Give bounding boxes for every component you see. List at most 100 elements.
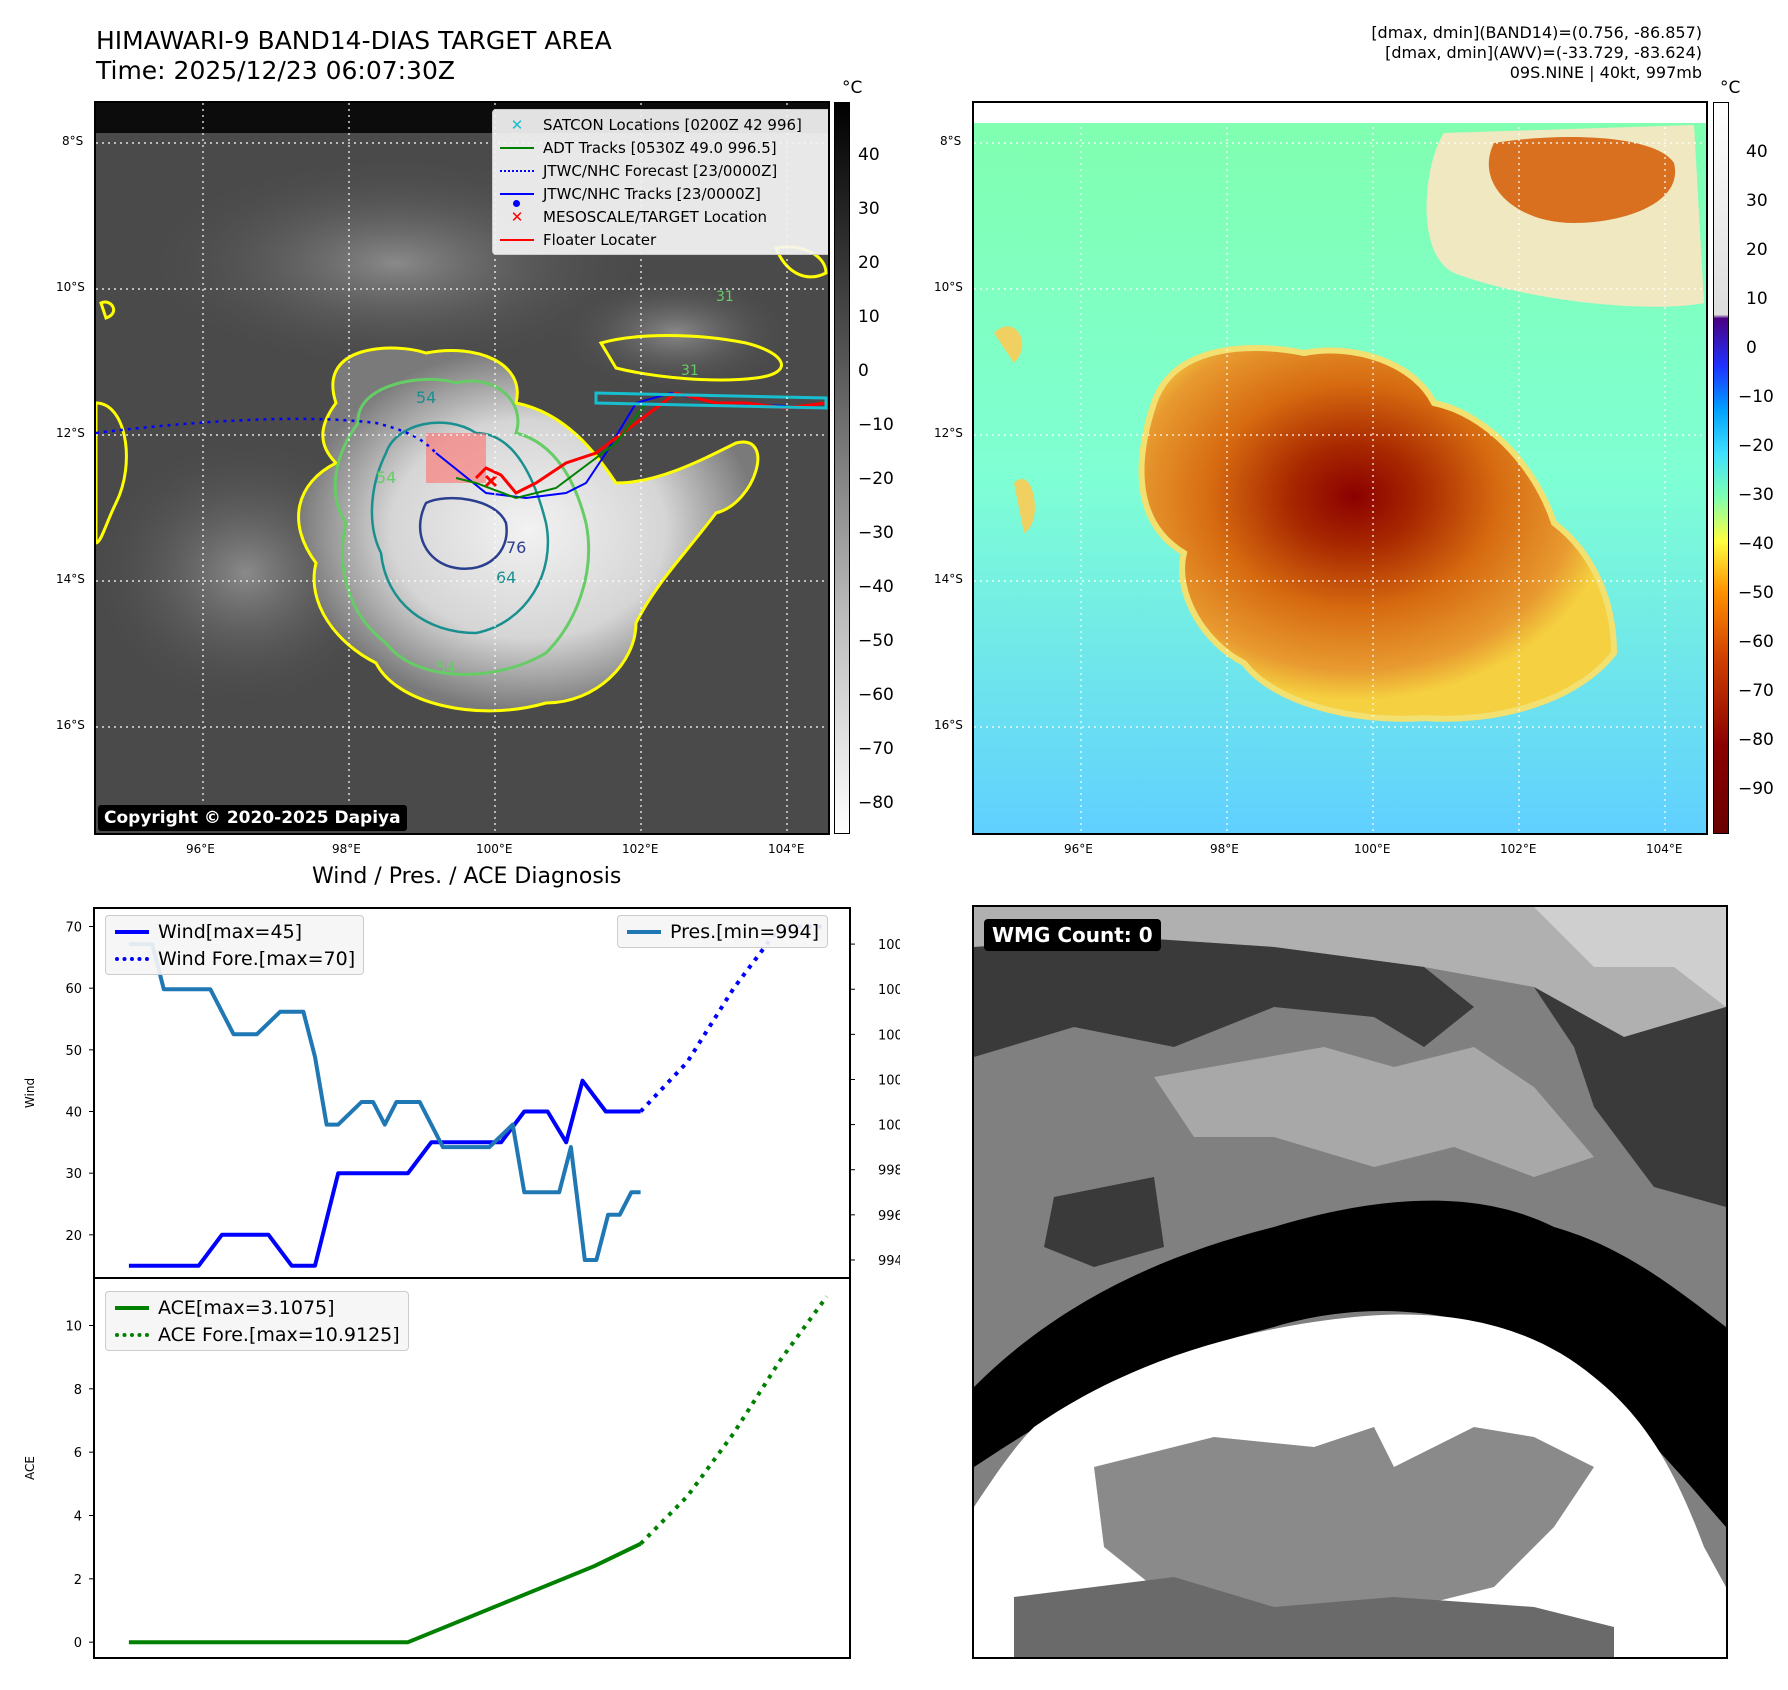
y-axis-label: ACE (23, 1456, 37, 1480)
legend-adt-label: ADT Tracks [0530Z 49.0 996.5] (543, 138, 777, 157)
gray-tick: 40 (858, 145, 880, 165)
color-tick: 10 (1746, 289, 1768, 309)
figure-title-line2: Time: 2025/12/23 06:07:30Z (96, 56, 455, 85)
lat-label: 8°S (62, 134, 84, 148)
gray-tick: −10 (858, 415, 894, 435)
dotted-line-icon (114, 956, 150, 961)
wind-legend: Wind[max=45] Wind Fore.[max=70] (105, 915, 365, 975)
map-legend: ✕ SATCON Locations [0200Z 42 996] ADT Tr… (492, 109, 828, 255)
y-tick-label: 40 (65, 1106, 82, 1121)
wmg-svg (974, 907, 1726, 1657)
lat-label: 8°S (940, 134, 962, 148)
line-icon (114, 929, 150, 934)
line-icon (499, 238, 535, 241)
enhanced-map-svg (974, 103, 1706, 833)
contour-label-7: 31 (716, 289, 734, 305)
legend-target-label: MESOSCALE/TARGET Location (543, 207, 768, 226)
satcon-locations (594, 391, 828, 410)
lon-label: 98°E (332, 842, 361, 856)
gray-tick: −80 (858, 793, 894, 813)
wmg-count-label: WMG Count: 0 (984, 919, 1161, 951)
legend-wind: Wind[max=45] (114, 918, 355, 945)
y2-tick-label: 1006 (878, 983, 900, 998)
legend-satcon: ✕ SATCON Locations [0200Z 42 996] (499, 113, 825, 136)
y-tick-label: 60 (65, 982, 82, 997)
lon-label: 104°E (768, 842, 805, 856)
lon-label: 100°E (476, 842, 513, 856)
lon-label: 100°E (1354, 842, 1391, 856)
legend-jtwc-forecast-label: JTWC/NHC Forecast [23/0000Z] (543, 161, 778, 180)
diagnosis-title: Wind / Pres. / ACE Diagnosis (312, 864, 622, 889)
ace-legend: ACE[max=3.1075] ACE Fore.[max=10.9125] (105, 1291, 409, 1351)
color-colorbar-unit: °C (1720, 78, 1741, 98)
legend-wind-fore: Wind Fore.[max=70] (114, 945, 355, 972)
color-tick: 40 (1746, 142, 1768, 162)
y-tick-label: 4 (74, 1510, 82, 1525)
target-marker (484, 474, 498, 488)
lon-label: 102°E (1500, 842, 1537, 856)
legend-floater: Floater Locater (499, 228, 825, 251)
line-icon (114, 1305, 150, 1310)
gray-tick: 0 (858, 361, 869, 381)
gray-tick: 30 (858, 199, 880, 219)
legend-jtwc-tracks-label: JTWC/NHC Tracks [23/0000Z] (543, 184, 761, 203)
lon-label: 98°E (1210, 842, 1239, 856)
gray-tick: −40 (858, 577, 894, 597)
contour-label-4: 76 (506, 538, 526, 557)
series-line-1 (639, 924, 827, 1113)
lat-label: 16°S (934, 718, 963, 732)
floater-line (474, 391, 827, 495)
lat-label: 12°S (56, 426, 85, 440)
legend-target: ✕ MESOSCALE/TARGET Location (499, 205, 825, 228)
gray-tick: −20 (858, 469, 894, 489)
y2-tick-label: 1008 (878, 938, 900, 953)
ir-map-svg: 54 54 64 76 54 31 31 (96, 103, 828, 833)
color-tick: 30 (1746, 191, 1768, 211)
legend-ace-fore: ACE Fore.[max=10.9125] (114, 1321, 400, 1348)
legend-pres-label: Pres.[min=994] (670, 920, 819, 943)
line-dot-icon (499, 192, 535, 207)
legend-floater-label: Floater Locater (543, 230, 657, 249)
series-line-0 (128, 1078, 641, 1268)
line-icon (499, 146, 535, 149)
lat-label: 16°S (56, 718, 85, 732)
y-tick-label: 2 (74, 1573, 82, 1588)
lat-label: 14°S (934, 572, 963, 586)
gray-tick: −30 (858, 523, 894, 543)
enhanced-map-panel (972, 101, 1708, 835)
plot-frame (93, 1277, 851, 1659)
legend-jtwc-tracks: JTWC/NHC Tracks [23/0000Z] (499, 182, 825, 207)
gray-colorbar-unit: °C (842, 78, 863, 98)
y-tick-label: 30 (65, 1167, 82, 1182)
ir-map-panel: 54 54 64 76 54 31 31 ✕ SATCON Locations … (94, 101, 830, 835)
y-tick-label: 6 (74, 1446, 82, 1461)
info-line1: [dmax, dmin](BAND14)=(0.756, -86.857) (1371, 23, 1702, 42)
info-line3: 09S.NINE | 40kt, 997mb (1509, 63, 1702, 82)
y-tick-label: 70 (65, 921, 82, 936)
lat-label: 14°S (56, 572, 85, 586)
lat-label: 10°S (56, 280, 85, 294)
y-axis-label: Wind (23, 1078, 37, 1108)
color-tick: −40 (1738, 534, 1774, 554)
legend-wind-fore-label: Wind Fore.[max=70] (158, 947, 356, 970)
lon-label: 96°E (186, 842, 215, 856)
gray-tick: −60 (858, 685, 894, 705)
gray-colorbar (834, 102, 850, 834)
map-gridlines (974, 103, 1706, 833)
color-tick: 20 (1746, 240, 1768, 260)
contour-label-2: 54 (376, 468, 396, 487)
gray-tick: −70 (858, 739, 894, 759)
y2-tick-label: 1002 (878, 1073, 900, 1088)
lat-label: 10°S (934, 280, 963, 294)
lon-label: 102°E (622, 842, 659, 856)
info-line2: [dmax, dmin](AWV)=(-33.729, -83.624) (1385, 43, 1702, 62)
lat-label: 12°S (934, 426, 963, 440)
series-line-0 (128, 1541, 642, 1645)
jtwc-forecast-line (96, 417, 437, 454)
y-tick-label: 0 (74, 1636, 82, 1651)
y-tick-label: 20 (65, 1229, 82, 1244)
lon-label: 104°E (1646, 842, 1683, 856)
legend-wind-label: Wind[max=45] (158, 920, 303, 943)
y-tick-label: 8 (74, 1383, 82, 1398)
